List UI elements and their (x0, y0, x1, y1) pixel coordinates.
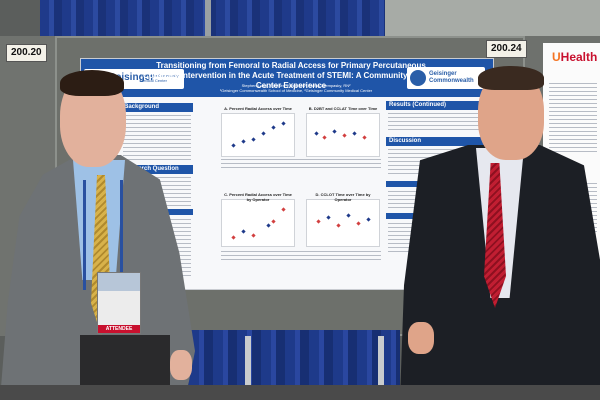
poster-affiliations: ¹Geisinger Commonwealth School of Medici… (219, 88, 373, 93)
chart-point (271, 125, 276, 130)
chart-point (241, 229, 246, 234)
section-background: Background (121, 103, 193, 112)
results-text (388, 113, 484, 133)
figure-2-caption-lines (221, 251, 381, 263)
floor (0, 385, 600, 400)
chart-d2bt: B. D2BT and CCLAT Time over Time (306, 106, 380, 157)
board-stand (245, 336, 251, 400)
chart-point (251, 137, 256, 142)
chart-point (281, 207, 286, 212)
chart-b-title: B. D2BT and CCLAT Time over Time (308, 106, 378, 111)
chart-a-title: A. Percent Radial Access over Time (224, 106, 292, 111)
chart-point (346, 213, 351, 218)
chart-point (362, 135, 367, 140)
chart-point (356, 221, 361, 226)
chart-point (241, 139, 246, 144)
section-results-continued: Results (Continued) (386, 101, 486, 110)
right-person-hair (478, 66, 544, 90)
booth-number-right: 200.24 (486, 40, 527, 58)
lanyard (83, 180, 123, 290)
geisinger-logo-subtext: Geisinger Community Medical Center (140, 73, 179, 83)
poster-author-names: Stephen Long¹, Stephen Voyce, MD², Nancy… (241, 83, 351, 88)
chart-cclot-by-operator: D. CCLOT Time over Time by Operator (306, 192, 380, 247)
chart-point (336, 223, 341, 228)
blue-curtain-top (40, 0, 385, 40)
poster-header: Geisinger Geisinger Community Medical Ce… (81, 59, 493, 97)
poster-authors: Stephen Long¹, Stephen Voyce, MD², Nancy… (151, 83, 441, 93)
background-text (123, 115, 191, 163)
right-person-tie (484, 163, 506, 308)
badge-header (98, 273, 140, 291)
name-badge: ATTENDEE (97, 272, 141, 334)
chart-point (281, 121, 286, 126)
chart-point (251, 233, 256, 238)
chart-point (366, 217, 371, 222)
section-research-question: Research Question (121, 165, 193, 174)
booth-number-left: 200.20 (6, 44, 47, 62)
chart-point (322, 135, 327, 140)
right-person-hand (408, 322, 434, 354)
chart-c-title: C. Percent Radial Access over Time by Op… (224, 192, 292, 202)
badge-label: ATTENDEE (98, 325, 140, 333)
chart-point (261, 131, 266, 136)
uhealth-logo-u: U (552, 50, 561, 64)
chart-point (231, 143, 236, 148)
left-person-hair (60, 70, 124, 96)
poster-title: Transitioning from Femoral to Radial Acc… (142, 61, 440, 90)
section-discussion: Discussion (386, 137, 486, 146)
chart-point (342, 133, 347, 138)
chart-point (266, 223, 271, 228)
chart-point (332, 129, 337, 134)
chart-point (314, 131, 319, 136)
chart-point (316, 219, 321, 224)
background-wall (385, 0, 600, 40)
board-stand (378, 336, 384, 400)
chart-point (326, 215, 331, 220)
geisinger-logo-text: Geisinger (108, 72, 155, 83)
chart-radial-access: A. Percent Radial Access over Time (221, 106, 295, 157)
left-person-hand (170, 350, 192, 380)
chart-point (271, 219, 276, 224)
neighbor-poster-text (549, 83, 597, 153)
chart-point (231, 235, 236, 240)
figure-1-caption-lines (221, 159, 381, 169)
geisinger-commonwealth-text: Geisinger Commonwealth (429, 71, 474, 84)
uhealth-logo: UHealth (552, 50, 597, 64)
chart-point (352, 131, 357, 136)
chart-radial-by-operator: C. Percent Radial Access over Time by Op… (221, 192, 295, 247)
geisinger-commonwealth-logo: Geisinger Commonwealth (407, 67, 485, 89)
school-seal-icon (410, 70, 426, 86)
chart-d-title: D. CCLOT Time over Time by Operator (315, 192, 371, 202)
metal-pole (205, 0, 211, 36)
uhealth-logo-text: Health (560, 50, 598, 64)
